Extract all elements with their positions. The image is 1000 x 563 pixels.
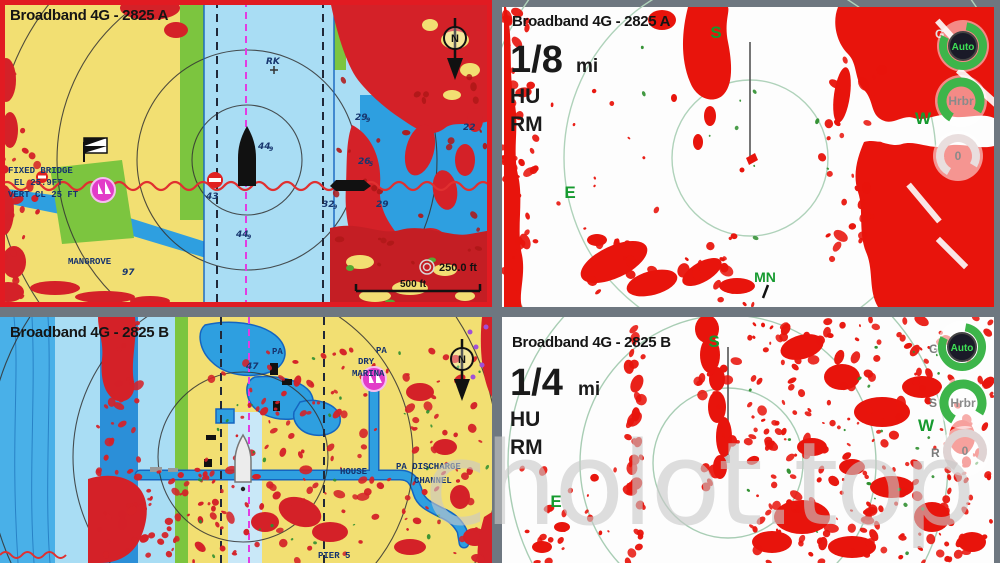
depth-value: 44 [257,142,271,152]
radar-gain-knob[interactable]: Auto [937,20,989,72]
channel-label: CHANNEL [414,476,452,486]
gain-letter: G [929,342,938,356]
radar-motion-mode: RM [510,436,543,459]
depth-value: 47 [245,362,259,372]
compass-s: S [708,332,719,351]
compass-mn: MN [754,269,776,285]
bridge-label: EL 25.9FT [14,178,63,188]
no-entry-icon [36,171,223,188]
svg-text:N: N [451,33,459,45]
radar-range: 1/8 [510,39,563,81]
panel-title: Broadband 4G - 2825 B [10,324,169,341]
north-indicator-icon: N [443,18,467,80]
depth-value: 43 [205,192,219,202]
panel-title: Broadband 4G - 2825 A [512,13,671,30]
radar-gain-knob[interactable]: Auto [936,321,988,373]
radar-rain-knob[interactable]: 0 [940,426,990,476]
radar-range-unit: mi [578,379,600,400]
scale-bar: 500 ft [354,279,482,293]
radar-sea-knob[interactable]: Hrbr [937,377,989,429]
svg-text:0: 0 [962,444,969,458]
rock-label: RK [266,57,281,67]
rain-letter: R [931,446,940,460]
compass-e: E [550,492,561,511]
vessel-icon [330,180,371,191]
svg-text:250.0 ft: 250.0 ft [439,262,477,274]
active-panel-border [0,0,492,307]
pa-label: PA [376,346,387,356]
bridge-flag-icon [83,137,108,162]
radar-panel-a[interactable]: S E W MN Broadband 4G - 2825 A 1/8 mi HU… [502,0,994,307]
discharge-label: PA DISCHARGE [396,462,461,472]
own-boat-icon [238,126,256,186]
house-label: HOUSE [340,467,368,477]
svg-text:Auto: Auto [951,343,974,354]
pier-label: PIER 5 [318,551,350,561]
depth-value: 22 [463,123,476,133]
radar-rain-knob[interactable]: 0 [933,131,983,181]
bridge-label: VERT CL 25 FT [8,190,79,200]
svg-text:0: 0 [955,149,962,163]
svg-text:N: N [458,354,466,366]
svg-text:9: 9 [247,234,251,241]
marina-icon [90,177,116,203]
radar-orientation: HU [510,85,540,108]
svg-text:9: 9 [269,146,273,153]
sea-letter: S [929,396,937,410]
chart-panel-a[interactable]: 44 9 44 9 32 9 29 9 29 26 5 22 43 97 RK … [0,0,492,307]
dry-label: DRY [358,357,375,367]
svg-text:500 ft: 500 ft [400,279,427,290]
compass-e: E [564,183,575,202]
depth-value: 29 [376,200,389,210]
radar-range-unit: mi [576,56,598,77]
compass-w: W [918,416,935,435]
radar-orientation: HU [510,408,540,431]
depth-value: 44 [235,230,249,240]
north-indicator-icon: N [450,339,474,401]
radar-sea-knob[interactable]: Hrbr [935,75,987,127]
depth-value: 32 [322,200,335,210]
radar-panel-b[interactable]: S E W Broadband 4G - 2825 B 1/4 mi HU RM… [502,317,994,563]
svg-text:5: 5 [369,161,373,168]
marina-icon [361,366,387,392]
radar-range: 1/4 [510,362,563,404]
depth-value: 97 [122,268,135,278]
svg-text:Auto: Auto [952,42,975,53]
own-boat-icon [234,433,252,492]
chart-panel-b[interactable]: PA PA DRY MARINA 47 HOUSE PA DISCHARGE C… [0,317,492,563]
compass-w: W [915,109,932,128]
bridge-label: FIXED BRIDGE [8,166,73,176]
svg-text:9: 9 [366,117,370,124]
depth-value: 26 [358,157,371,167]
svg-text:Hrbr: Hrbr [950,396,976,410]
mangrove-label: MANGROVE [68,257,112,267]
compass-s: S [710,23,721,42]
panel-title: Broadband 4G - 2825 B [512,334,671,351]
depth-value: 29 [355,113,368,123]
range-ring-interval: 250.0 ft [419,259,477,275]
gain-letter: G [935,27,944,41]
panel-title: Broadband 4G - 2825 A [10,7,169,24]
marina-label: MARINA [352,369,385,379]
svg-text:9: 9 [333,204,337,211]
pa-label: PA [272,347,283,357]
svg-text:Hrbr: Hrbr [948,94,974,108]
radar-motion-mode: RM [510,113,543,136]
